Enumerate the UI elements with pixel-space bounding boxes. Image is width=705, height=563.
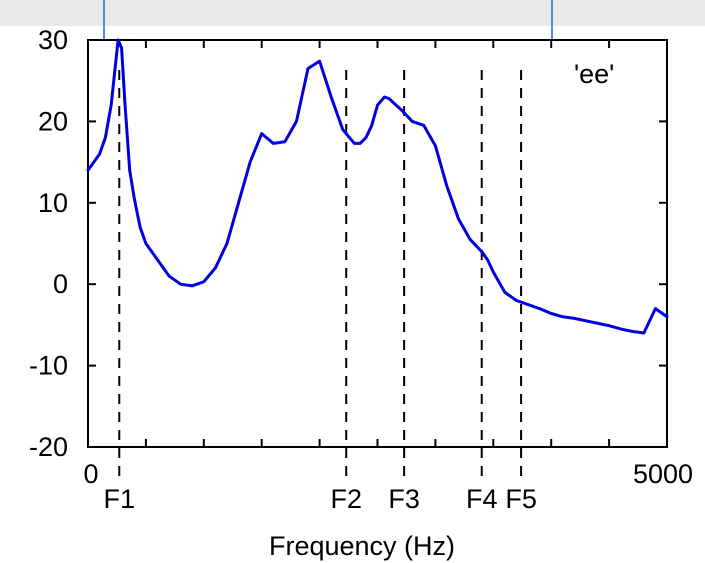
formant-marker-label-f4: F4 (466, 484, 498, 514)
formant-marker-label-f2: F2 (330, 484, 362, 514)
y-tick-label: -10 (29, 351, 68, 381)
spectrum-series-line (86, 38, 669, 335)
x-tick-label: 0 (83, 459, 98, 489)
axes-group: 30 20 10 0 -10 -20 0 5000 (29, 25, 693, 489)
chart-title: 'ee' (574, 59, 614, 89)
y-tick-label: 10 (38, 188, 68, 218)
plot-frame (87, 39, 668, 448)
x-tick-label: 5000 (633, 459, 693, 489)
formant-markers: F1 F2 F3 F4 F5 (104, 70, 537, 514)
formant-marker-label-f3: F3 (388, 484, 420, 514)
y-tick-label: -20 (29, 432, 68, 462)
top-band (0, 0, 705, 26)
formant-marker-label-f1: F1 (104, 484, 136, 514)
x-axis-label: Frequency (Hz) (269, 531, 455, 561)
y-tick-label: 20 (38, 106, 68, 136)
y-tick-label: 30 (38, 25, 68, 55)
y-tick-label: 0 (53, 269, 68, 299)
formant-marker-label-f5: F5 (505, 484, 537, 514)
